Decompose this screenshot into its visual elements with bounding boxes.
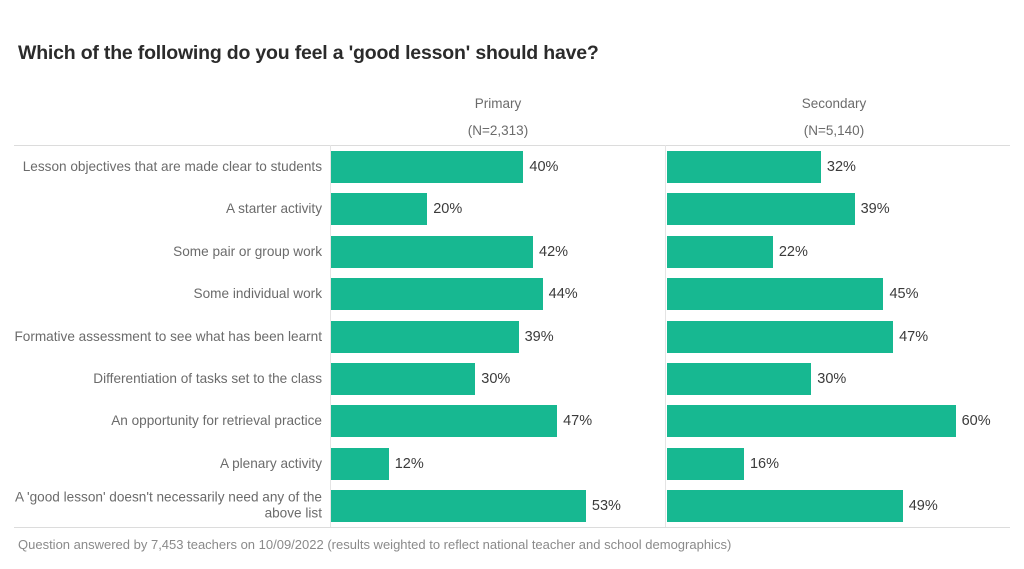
row-label: Lesson objectives that are made clear to… <box>22 158 322 174</box>
bar-value-label: 22% <box>778 243 808 260</box>
bar-value-label: 12% <box>394 455 424 472</box>
bar-track-secondary: 45% <box>667 278 1001 311</box>
bar-track-primary: 42% <box>331 235 665 268</box>
chart-row: Formative assessment to see what has bee… <box>0 315 1024 357</box>
bar-track-primary: 53% <box>331 489 665 522</box>
chart-row: Some pair or group work 42% 22% <box>0 231 1024 273</box>
bar-primary[interactable] <box>331 489 586 522</box>
bar-primary[interactable] <box>331 405 558 438</box>
chart-row: Differentiation of tasks set to the clas… <box>0 358 1024 400</box>
bar-primary[interactable] <box>331 320 519 353</box>
row-label: Formative assessment to see what has bee… <box>14 328 322 344</box>
bar-value-label: 60% <box>961 413 991 430</box>
bar-value-label: 20% <box>433 201 463 218</box>
bar-track-secondary: 47% <box>667 320 1001 353</box>
bar-secondary[interactable] <box>667 235 773 268</box>
column-header-primary-label: Primary <box>474 96 522 111</box>
chart-footnote: Question answered by 7,453 teachers on 1… <box>18 537 732 552</box>
chart-row: Some individual work 44% 45% <box>0 273 1024 315</box>
bar-track-secondary: 32% <box>667 151 1001 184</box>
bar-secondary[interactable] <box>667 447 744 480</box>
secondary-axis-line <box>665 145 666 527</box>
bar-primary[interactable] <box>331 278 543 311</box>
chart-row: A 'good lesson' doesn't necessarily need… <box>0 485 1024 527</box>
row-label: A 'good lesson' doesn't necessarily need… <box>14 489 322 521</box>
bar-value-label: 44% <box>548 286 578 303</box>
bar-secondary[interactable] <box>667 193 855 226</box>
row-label: A starter activity <box>226 201 322 217</box>
bar-track-primary: 47% <box>331 405 665 438</box>
bar-value-label: 45% <box>889 286 919 303</box>
bar-value-label: 30% <box>481 370 511 387</box>
bar-secondary[interactable] <box>667 278 884 311</box>
bar-track-primary: 20% <box>331 193 665 226</box>
bar-track-secondary: 16% <box>667 447 1001 480</box>
bar-value-label: 47% <box>899 328 929 345</box>
row-label: An opportunity for retrieval practice <box>111 412 322 428</box>
bar-value-label: 40% <box>529 159 559 176</box>
bar-primary[interactable] <box>331 151 524 184</box>
bar-value-label: 39% <box>524 328 554 345</box>
column-header-secondary-sample-size: (N=5,140) <box>803 122 865 138</box>
bar-value-label: 53% <box>591 497 621 514</box>
bar-secondary[interactable] <box>667 489 903 522</box>
bar-value-label: 47% <box>563 413 593 430</box>
bar-track-primary: 12% <box>331 447 665 480</box>
bar-value-label: 42% <box>539 243 569 260</box>
chart-rows: Lesson objectives that are made clear to… <box>0 146 1024 527</box>
primary-axis-line <box>330 145 331 527</box>
bar-track-primary: 40% <box>331 151 665 184</box>
column-header-secondary: Secondary (N=5,140) <box>667 97 1001 137</box>
bar-track-secondary: 39% <box>667 193 1001 226</box>
bar-value-label: 32% <box>826 159 856 176</box>
row-label: Differentiation of tasks set to the clas… <box>93 370 322 386</box>
chart-row: A starter activity 20% 39% <box>0 188 1024 230</box>
bar-track-secondary: 49% <box>667 489 1001 522</box>
bar-primary[interactable] <box>331 362 476 395</box>
chart-row: Lesson objectives that are made clear to… <box>0 146 1024 188</box>
bar-secondary[interactable] <box>667 405 956 438</box>
bar-secondary[interactable] <box>667 362 812 395</box>
bar-track-secondary: 60% <box>667 405 1001 438</box>
chart-title: Which of the following do you feel a 'go… <box>18 42 599 64</box>
plot-top-rule <box>14 145 1010 146</box>
bar-value-label: 16% <box>749 455 779 472</box>
bar-track-primary: 44% <box>331 278 665 311</box>
bar-primary[interactable] <box>331 193 428 226</box>
bar-value-label: 49% <box>908 497 938 514</box>
column-header-secondary-label: Secondary <box>801 96 867 111</box>
bar-secondary[interactable] <box>667 320 894 353</box>
bar-secondary[interactable] <box>667 151 821 184</box>
bar-value-label: 39% <box>860 201 890 218</box>
row-label: Some pair or group work <box>173 243 322 259</box>
bar-track-secondary: 30% <box>667 362 1001 395</box>
plot-bottom-rule <box>14 527 1010 528</box>
chart-row: An opportunity for retrieval practice 47%… <box>0 400 1024 442</box>
bar-primary[interactable] <box>331 447 389 480</box>
chart-row: A plenary activity 12% 16% <box>0 442 1024 484</box>
bar-track-primary: 39% <box>331 320 665 353</box>
column-header-primary-sample-size: (N=2,313) <box>467 122 529 138</box>
bar-track-secondary: 22% <box>667 235 1001 268</box>
bar-primary[interactable] <box>331 235 534 268</box>
bar-value-label: 30% <box>817 370 847 387</box>
column-header-primary: Primary (N=2,313) <box>331 97 665 137</box>
row-label: A plenary activity <box>220 455 322 471</box>
row-label: Some individual work <box>193 285 322 301</box>
bar-track-primary: 30% <box>331 362 665 395</box>
